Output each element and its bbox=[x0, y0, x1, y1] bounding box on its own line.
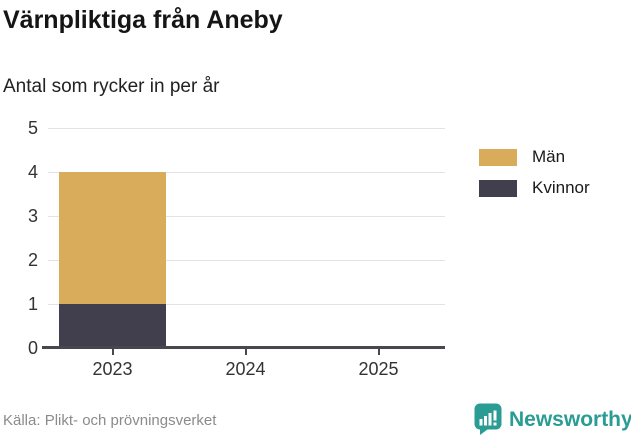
legend-row-Kvinnor: Kvinnor bbox=[479, 178, 590, 198]
x-tick-label: 2024 bbox=[225, 359, 266, 379]
source-note: Källa: Plikt- och prövningsverket bbox=[3, 412, 217, 429]
bar-segment-2023-Kvinnor bbox=[59, 304, 166, 348]
gridline-y-4 bbox=[48, 171, 445, 173]
y-tick-label: 3 bbox=[27, 206, 38, 226]
legend-swatch-Kvinnor bbox=[479, 179, 517, 197]
gridline-y-5 bbox=[48, 127, 445, 129]
legend-label: Män bbox=[532, 147, 566, 166]
x-tick-2023 bbox=[111, 349, 114, 355]
x-tick-2024 bbox=[244, 349, 247, 355]
x-tick-2025 bbox=[377, 349, 380, 355]
y-axis: 0 1 2 3 4 5 bbox=[0, 118, 38, 358]
gridline-y-1 bbox=[48, 303, 445, 305]
gridline-y-3 bbox=[48, 215, 445, 217]
legend-swatch-Män bbox=[479, 148, 517, 166]
x-tick-label: 2025 bbox=[358, 359, 399, 379]
y-tick-label: 0 bbox=[27, 338, 38, 358]
brand-logo: Newsworthy bbox=[474, 403, 631, 439]
newsworthy-logo-icon bbox=[474, 403, 502, 439]
gridline-y-2 bbox=[48, 259, 445, 261]
y-tick-label: 4 bbox=[27, 162, 38, 182]
legend-label: Kvinnor bbox=[532, 178, 590, 197]
y-tick-label: 5 bbox=[27, 118, 38, 138]
bar-segment-2023-Män bbox=[59, 172, 166, 304]
plot-area: 2023 2024 2025 bbox=[42, 127, 445, 379]
y-tick-label: 1 bbox=[27, 294, 38, 314]
y-tick-label: 2 bbox=[27, 250, 38, 270]
x-tick-label: 2023 bbox=[92, 359, 133, 379]
x-axis-line bbox=[42, 346, 445, 349]
page-title: Värnpliktiga från Aneby bbox=[3, 6, 283, 34]
legend-row-Män: Män bbox=[479, 147, 590, 167]
legend: Män Kvinnor bbox=[479, 147, 590, 209]
brand-name: Newsworthy bbox=[509, 408, 631, 431]
chart-subtitle: Antal som rycker in per år bbox=[3, 76, 220, 97]
